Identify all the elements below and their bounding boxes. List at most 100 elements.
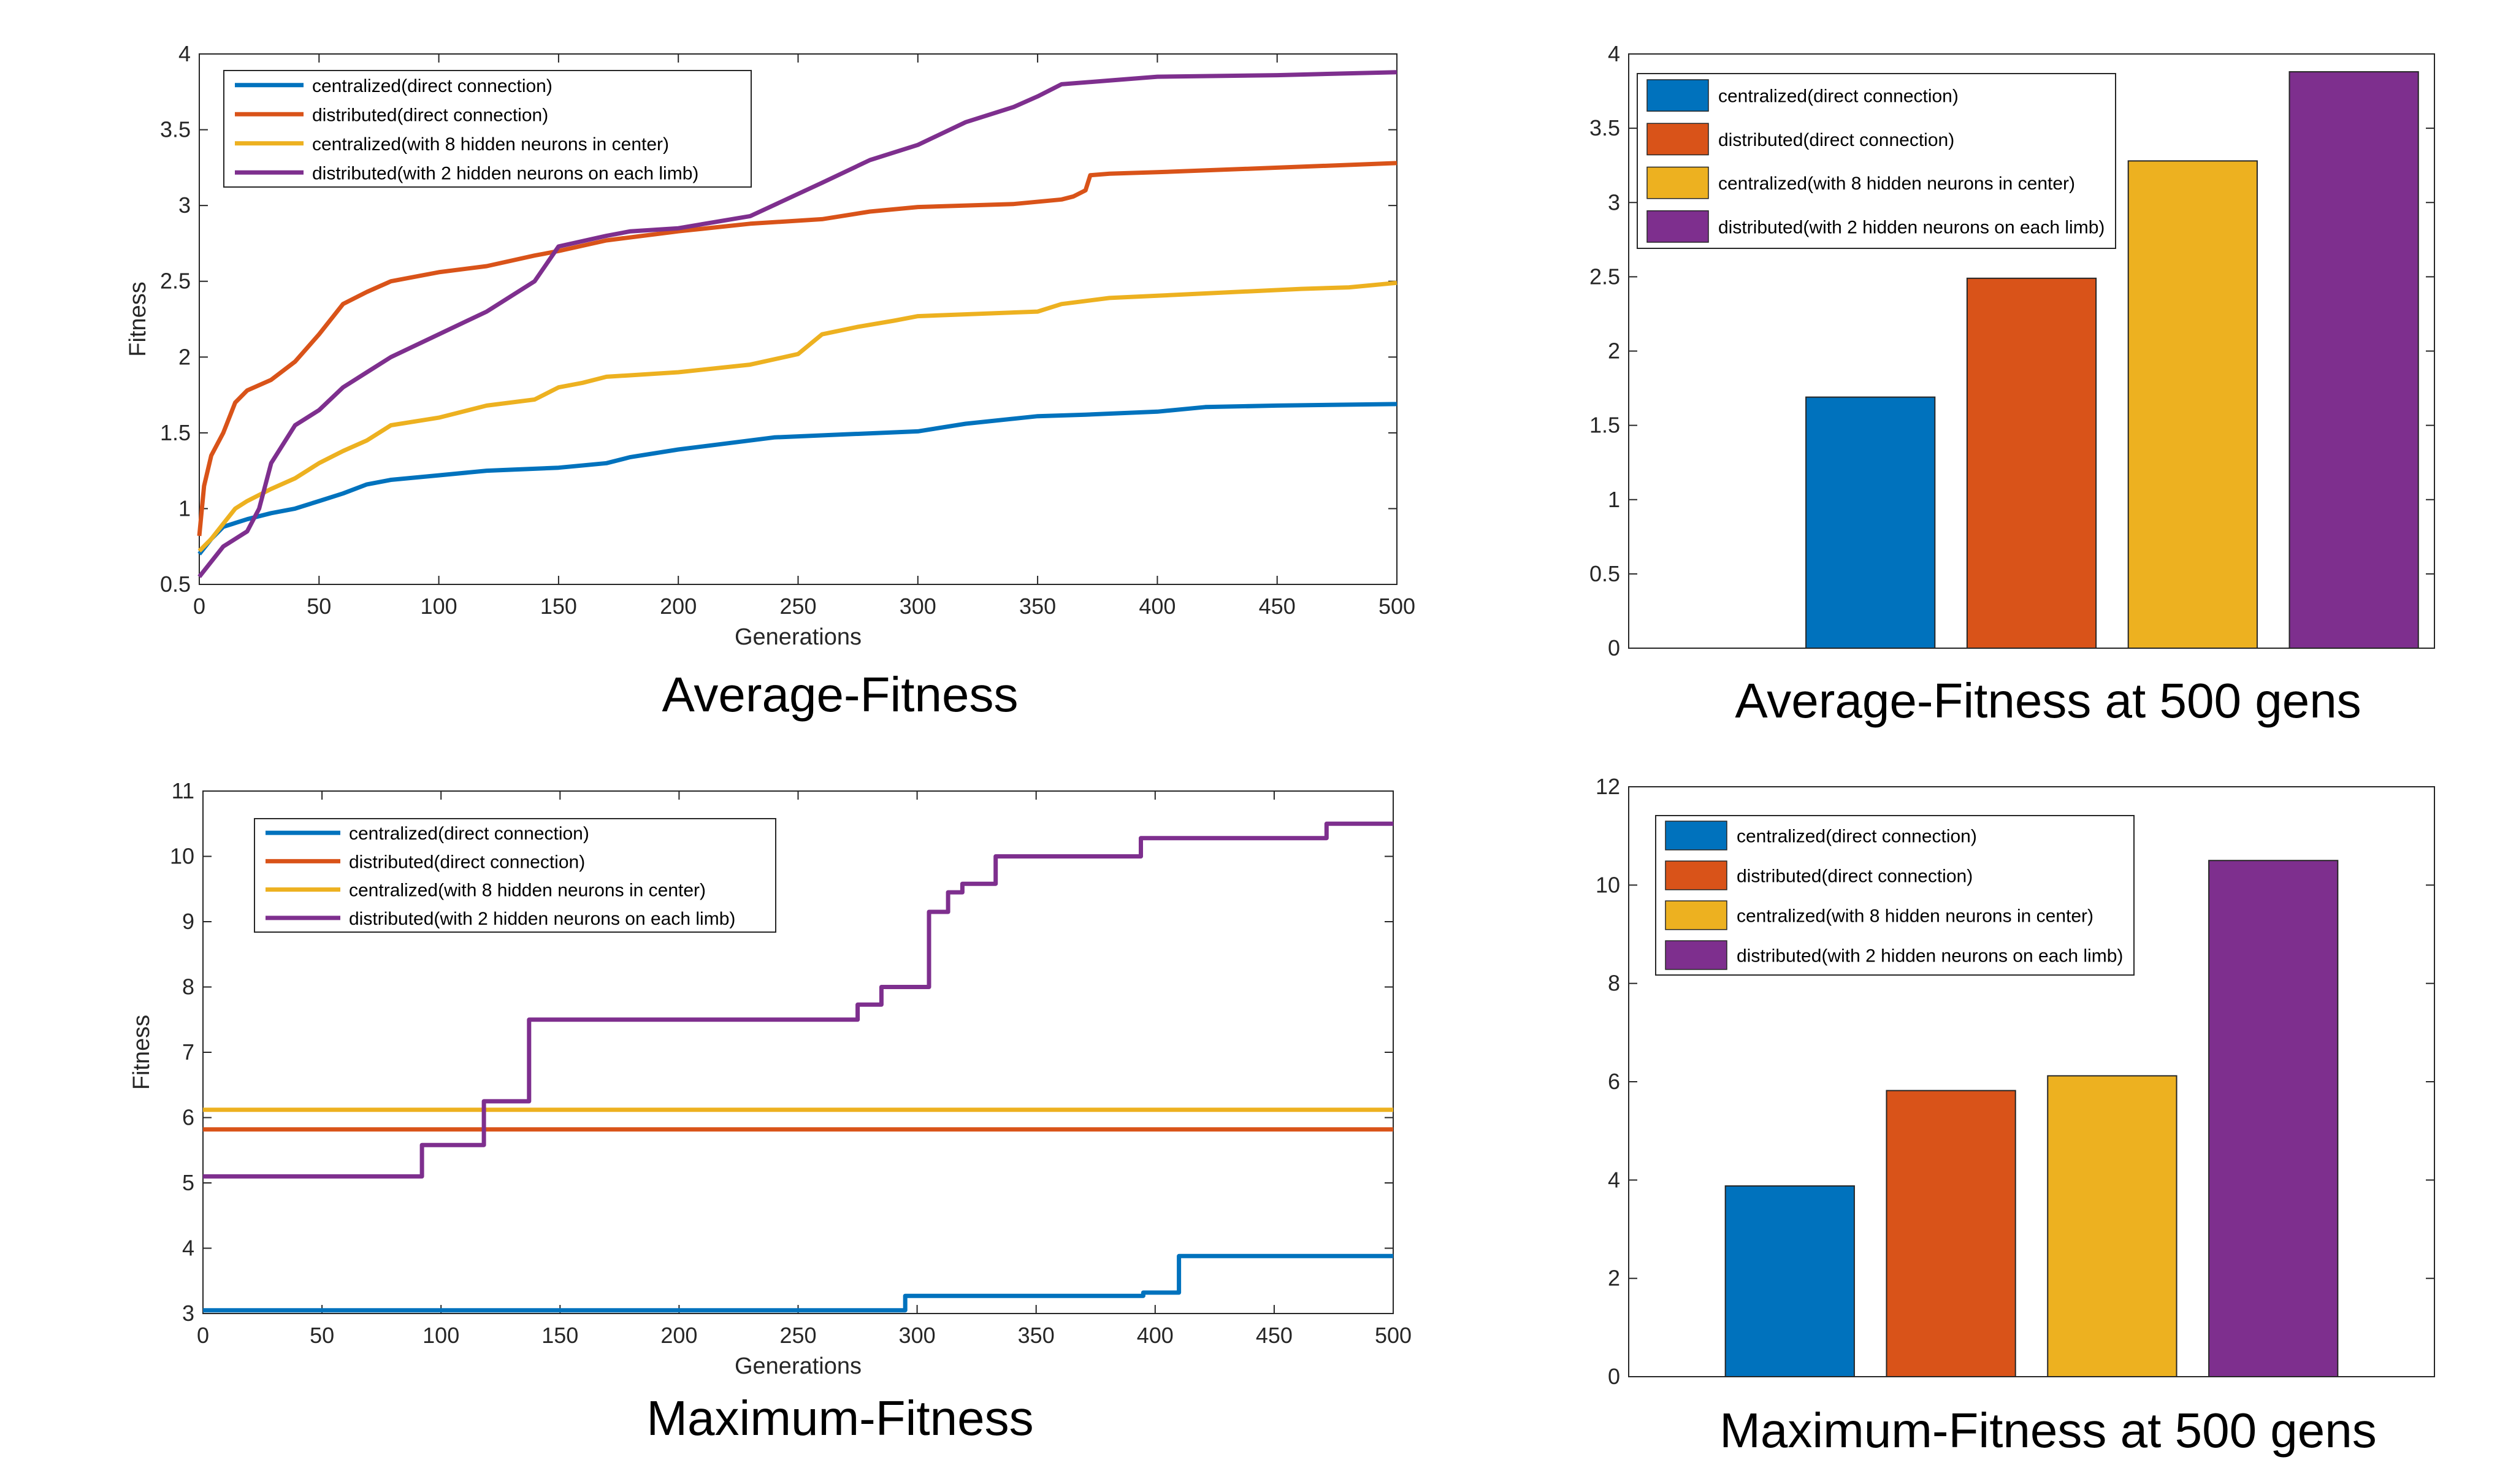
legend-swatch [1646,123,1709,156]
y-tick-label: 4 [178,41,191,66]
legend-entry: distributed(direct connection) [312,105,548,125]
y-tick-label: 2.5 [160,269,191,294]
y-tick-label: 2 [1608,1266,1620,1291]
legend-entry: distributed(with 2 hidden neurons on eac… [1718,217,2105,237]
x-tick-label: 300 [900,594,936,619]
legend-entry: centralized(with 8 hidden neurons in cen… [1737,906,2093,927]
bar [2288,71,2419,649]
legend-entry: centralized(direct connection) [1718,86,1959,107]
y-tick-label: 1 [1608,487,1620,512]
legend-swatch [1665,940,1727,970]
legend-box [1637,73,2116,249]
legend-entry: centralized(with 8 hidden neurons in cen… [312,134,669,155]
bar [2127,160,2258,649]
legend-box [254,818,776,933]
y-tick-label: 10 [1596,872,1620,897]
x-tick-label: 350 [1019,594,1056,619]
legend-swatch [1646,166,1709,199]
y-tick-label: 11 [172,778,194,803]
x-tick-label: 100 [423,1323,459,1348]
x-tick-label: 100 [421,594,457,619]
legend-entry: distributed(with 2 hidden neurons on eac… [312,163,698,183]
y-axis-label: Fitness [125,281,151,356]
legend-entry: distributed(direct connection) [1718,130,1954,150]
legend-swatch [1665,860,1727,890]
y-tick-label: 8 [182,974,194,1000]
x-tick-label: 0 [193,594,205,619]
legend-entry: centralized(direct connection) [349,824,589,844]
y-tick-label: 3 [182,1301,194,1326]
y-tick-label: 1 [178,495,191,521]
y-tick-label: 9 [182,909,194,934]
series-line [203,821,1393,1179]
y-tick-label: 4 [1608,1167,1620,1192]
y-tick-label: 6 [182,1105,194,1130]
series-line [197,280,1398,553]
x-tick-label: 250 [779,594,816,619]
legend-swatch [1665,900,1727,930]
y-tick-label: 1.5 [1589,413,1620,438]
y-tick-label: 4 [1608,41,1620,66]
x-tick-label: 200 [660,1323,697,1348]
series-line [197,161,1398,537]
x-tick-label: 400 [1139,594,1176,619]
series-line [197,402,1398,556]
y-tick-label: 12 [1596,774,1620,799]
chart-caption: Average-Fitness [662,667,1018,722]
legend-entry: distributed(direct connection) [1737,866,1973,887]
y-tick-label: 2.5 [1589,264,1620,289]
x-tick-label: 250 [779,1323,816,1348]
x-tick-label: 50 [307,594,331,619]
bar [2047,1075,2178,1377]
y-tick-label: 0 [1608,635,1620,660]
legend-box [223,70,752,188]
y-tick-label: 5 [182,1170,194,1195]
x-axis-label: Generations [735,1353,862,1379]
bar [2208,860,2339,1377]
chart-caption: Maximum-Fitness at 500 gens [1719,1403,2377,1458]
legend-entry: distributed(with 2 hidden neurons on eac… [1737,946,2123,966]
y-tick-label: 4 [182,1236,194,1261]
chart-caption: Maximum-Fitness [646,1391,1033,1445]
y-tick-label: 0.5 [1589,561,1620,586]
legend-box [1655,815,2135,976]
y-tick-label: 10 [170,844,194,869]
legend-swatch [1665,820,1727,851]
series-line [197,70,1398,578]
y-tick-label: 8 [1608,971,1620,996]
y-tick-label: 1.5 [160,420,191,445]
y-tick-label: 2 [178,344,191,369]
y-tick-label: 6 [1608,1069,1620,1094]
x-tick-label: 400 [1137,1323,1174,1348]
y-tick-label: 2 [1608,338,1620,364]
x-tick-label: 150 [541,1323,578,1348]
y-tick-label: 0 [1608,1364,1620,1389]
bar [1966,277,2097,649]
legend-swatch [1646,79,1709,112]
x-tick-label: 300 [899,1323,936,1348]
y-tick-label: 7 [182,1039,194,1065]
legend-entry: centralized(direct connection) [1737,827,1977,847]
y-tick-label: 3.5 [1589,115,1620,140]
legend-swatch [1646,210,1709,243]
legend-entry: centralized(direct connection) [312,76,553,96]
y-tick-label: 3.5 [160,117,191,142]
x-tick-label: 350 [1018,1323,1055,1348]
y-axis-label: Fitness [129,1015,155,1090]
y-tick-label: 3 [178,193,191,218]
chart-max-line: 3 4 5 6 7 8 9 10 11 0 50 100 150 200 250 300 350 400 450 50… [129,778,1412,1445]
bar [1805,396,1936,649]
x-tick-label: 150 [540,594,577,619]
chart-max-bar: 0 2 4 6 8 10 12 centralized(direct connection) d… [1596,774,2435,1458]
x-tick-label: 0 [197,1323,209,1348]
x-tick-label: 450 [1256,1323,1293,1348]
chart-avg-bar: 0 0.5 1 1.5 2 2.5 3 3.5 4 centralized(direct conn… [1589,41,2435,728]
y-tick-label: 3 [1608,189,1620,215]
bar [1886,1090,2016,1378]
x-tick-label: 200 [660,594,697,619]
chart-avg-line: 0.5 1 1.5 2 2.5 3 3.5 4 0 50 100 150 200 250 300 350 400… [125,41,1415,722]
x-tick-label: 450 [1259,594,1296,619]
series-line [203,1253,1393,1313]
y-tick-label: 0.5 [160,572,191,597]
legend-entry: centralized(with 8 hidden neurons in cen… [349,881,706,901]
